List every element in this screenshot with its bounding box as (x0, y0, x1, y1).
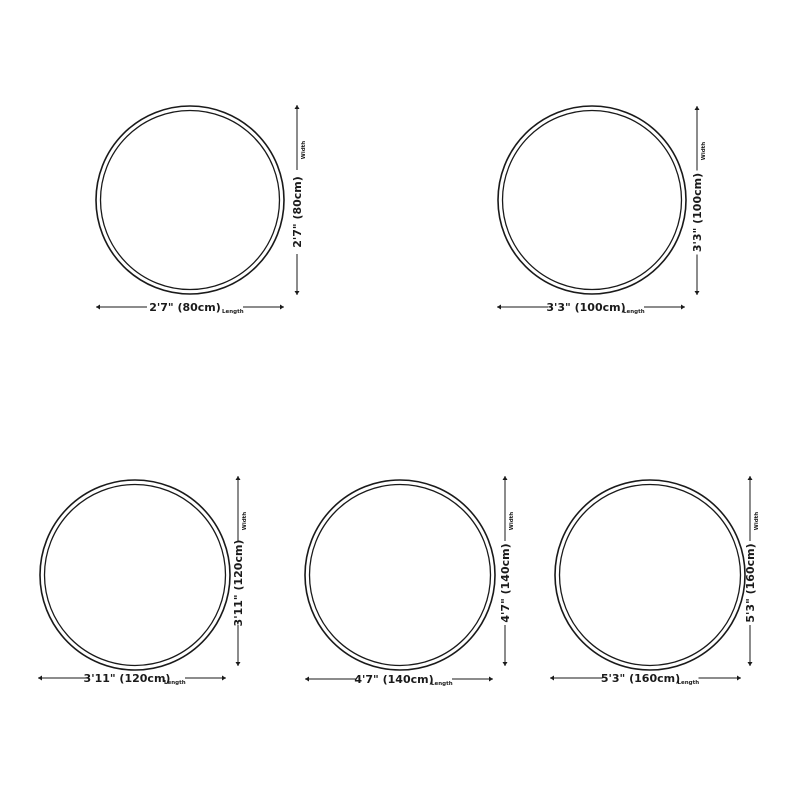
rug-inner-ring (99, 109, 281, 291)
arrowhead-icon (222, 675, 226, 681)
width-dimension: 5'3" (160cm) Width (744, 476, 760, 666)
length-caption: Length (431, 681, 453, 687)
length-label: 3'11" (120cm) (84, 672, 171, 685)
rug-outer-ring (304, 479, 496, 671)
width-dimension: 2'7" (80cm) Width (291, 105, 307, 295)
length-dimension: 2'7" (80cm) Length (96, 301, 284, 315)
length-caption: Length (623, 309, 645, 315)
rug-outer-ring (39, 479, 231, 671)
arrowhead-icon (489, 676, 493, 682)
width-label: 3'3" (100cm) (691, 173, 704, 252)
length-label: 4'7" (140cm) (354, 673, 433, 686)
width-caption: Width (301, 141, 307, 160)
width-label: 5'3" (160cm) (744, 543, 757, 622)
width-dimension: 3'11" (120cm) Width (232, 476, 248, 666)
arrowhead-icon (497, 304, 501, 310)
arrowhead-icon (280, 304, 284, 310)
length-dimension: 4'7" (140cm)Length (305, 673, 493, 687)
arrowhead-icon (235, 662, 241, 666)
arrowhead-icon (305, 676, 309, 682)
length-label: 5'3" (160cm) (601, 672, 680, 685)
width-label: 2'7" (80cm) (291, 176, 304, 248)
width-dimension: 3'3" (100cm) Width (691, 106, 707, 295)
arrowhead-icon (502, 662, 508, 666)
rug-outer-ring (554, 479, 746, 671)
length-dimension: 3'11" (120cm)Length (38, 672, 226, 686)
arrowhead-icon (96, 304, 100, 310)
length-label: 2'7" (80cm) (149, 301, 221, 314)
rug-inner-ring (43, 483, 227, 667)
length-caption: Length (222, 309, 244, 315)
length-label: 3'3" (100cm) (546, 301, 625, 314)
width-label: 4'7" (140cm) (499, 543, 512, 622)
arrowhead-icon (747, 662, 753, 666)
arrowhead-icon (502, 476, 508, 480)
length-dimension: 5'3" (160cm)Length (550, 672, 741, 686)
length-caption: Length (678, 680, 700, 686)
width-caption: Width (754, 512, 760, 531)
arrowhead-icon (694, 291, 700, 295)
arrowhead-icon (294, 105, 300, 109)
arrowhead-icon (294, 291, 300, 295)
arrowhead-icon (747, 476, 753, 480)
rug-inner-ring (501, 109, 683, 291)
arrowhead-icon (694, 106, 700, 110)
rug-inner-ring (308, 483, 492, 667)
arrowhead-icon (550, 675, 554, 681)
width-caption: Width (509, 512, 515, 531)
arrowhead-icon (737, 675, 741, 681)
rug-outer-ring (95, 105, 285, 295)
width-caption: Width (242, 512, 248, 531)
rug-inner-ring (558, 483, 742, 667)
arrowhead-icon (38, 675, 42, 681)
rug-outer-ring (497, 105, 687, 295)
width-label: 3'11" (120cm) (232, 540, 245, 627)
width-dimension: 4'7" (140cm) Width (499, 476, 515, 666)
length-caption: Length (164, 680, 186, 686)
arrowhead-icon (235, 476, 241, 480)
arrowhead-icon (681, 304, 685, 310)
length-dimension: 3'3" (100cm)Length (497, 301, 685, 315)
width-caption: Width (701, 142, 707, 161)
